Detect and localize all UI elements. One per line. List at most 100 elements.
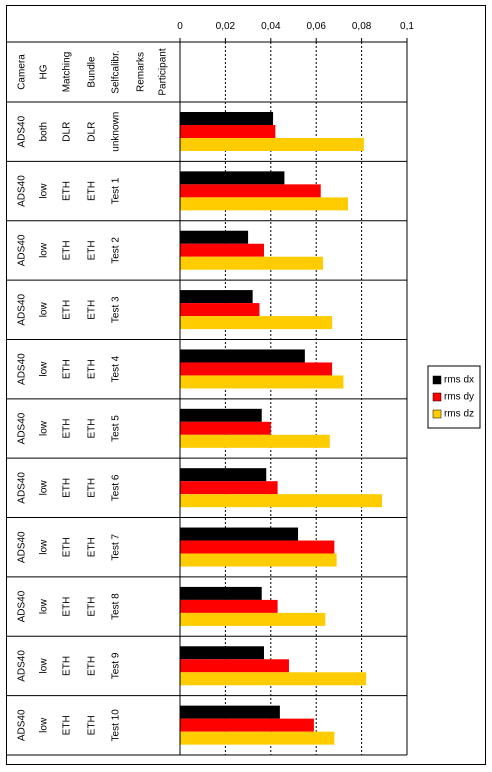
bar-rms-dz [180,375,344,389]
table-cell: Test 2 [111,237,122,264]
table-cell: Test 8 [111,593,122,620]
table-cell: low [39,480,50,496]
bar-rms-dx [180,646,264,660]
bar-rms-dx [180,171,285,185]
bar-rms-dx [180,230,249,244]
table-cell: ETH [87,478,98,498]
table-cell: both [39,122,50,141]
table-cell: ETH [87,181,98,201]
bar-rms-dy [180,659,289,673]
bar-rms-dy [180,184,321,198]
legend-label: rms dz [444,409,474,420]
table-rows: ADS40 both DLR DLR unknown ADS40 low ETH ETH Test… [17,112,122,742]
bar-rms-dx [180,112,274,125]
table-cell: ETH [62,537,73,557]
bar-rms-dz [180,138,364,151]
bar-rms-dx [180,408,262,422]
bar-rms-dy [180,481,278,495]
bar-rms-dy [180,243,264,257]
table-cell: Test 7 [111,533,122,560]
table-cell: ETH [87,419,98,439]
table-cell: Test 5 [111,415,122,442]
x-tick-label: 0 [177,21,183,32]
table-cell: ETH [87,597,98,617]
table-cell: Test 6 [111,474,122,501]
table-cell: ADS40 [17,531,28,563]
bar-rms-dz [180,316,333,330]
table-cell: ADS40 [17,650,28,682]
bar-rms-dx [180,527,299,541]
table-cell: ADS40 [17,590,28,622]
table-cell: ETH [62,300,73,320]
bars [180,112,383,745]
table-header-cell: Remarks [136,52,147,92]
table-cell: ADS40 [17,293,28,325]
table-cell: low [39,717,50,733]
table-header-cell: Selfcalibr. [111,50,122,93]
table-cell: low [39,242,50,258]
legend-swatch [432,375,442,385]
bar-rms-dy [180,421,271,435]
table-cell: ETH [62,240,73,260]
table-header-cell: HG [39,64,50,79]
bar-rms-dz [180,494,383,508]
table-cell: low [39,539,50,555]
table-cell: ADS40 [17,234,28,266]
bar-rms-dz [180,612,326,626]
table-header-cell: Participant [158,48,169,95]
table-cell: low [39,301,50,317]
chart-frame [6,5,486,765]
table-rules [6,38,408,756]
bar-rms-dy [180,125,276,138]
table-cell: ADS40 [17,412,28,444]
bar-rms-dx [180,705,280,719]
table-cell: ETH [87,537,98,557]
table-cell: ETH [87,300,98,320]
bar-rms-dy [180,540,335,554]
bar-rms-dx [180,586,262,600]
legend: rms dx rms dy rms dz [427,365,481,429]
bar-rms-dy [180,362,333,376]
legend-swatch [432,392,442,402]
table-cell: Test 4 [111,355,122,382]
table-cell: ADS40 [17,353,28,385]
bar-rms-dz [180,731,335,745]
legend-label: rms dx [444,375,474,386]
table-cell: Test 1 [111,177,122,204]
bar-rms-dz [180,434,330,448]
table-cell: ETH [62,478,73,498]
table-cell: ADS40 [17,472,28,504]
table-cell: low [39,598,50,614]
legend-label: rms dy [444,392,474,403]
x-tick-label: 0,06 [306,21,326,32]
table-cell: Test 9 [111,652,122,679]
table-cell: ETH [87,359,98,379]
bar-rms-dz [180,256,324,270]
table-header-cell: Camera [17,54,28,90]
table-cell: low [39,658,50,674]
bar-rms-dx [180,468,267,482]
table-cell: ETH [87,240,98,260]
x-tick-label: 0,04 [261,21,281,32]
table-cell: ADS40 [17,115,28,147]
x-tick-label: 0,02 [216,21,236,32]
table-cell: low [39,183,50,199]
x-tick-label: 0,08 [352,21,372,32]
table-cell: ETH [87,656,98,676]
bar-rms-dz [180,672,367,686]
table-cell: DLR [87,122,98,142]
legend-swatch [432,409,442,419]
table-cell: ADS40 [17,709,28,741]
table-cell: low [39,420,50,436]
table-cell: ETH [62,181,73,201]
table-cell: ETH [87,715,98,735]
table-cell: Test 10 [111,709,122,742]
table-cell: DLR [62,122,73,142]
table-header: Camera HG Matching Bundle Selfcalibr. Remarks… [17,48,169,95]
bar-rms-dy [180,718,314,732]
table-cell: ETH [62,359,73,379]
table-cell: ADS40 [17,175,28,207]
bar-rms-dy [180,303,260,317]
bar-rms-dy [180,599,278,613]
table-cell: Test 3 [111,296,122,323]
